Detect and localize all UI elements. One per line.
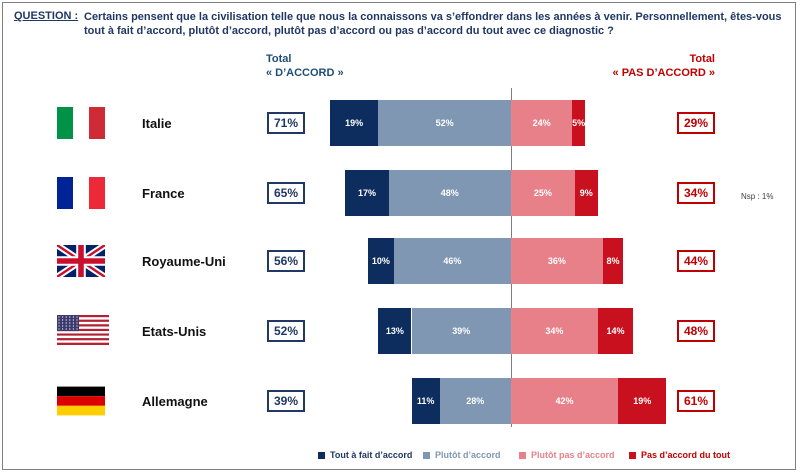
country-label: France — [142, 186, 185, 201]
bar-plutot-pas-daccord: 24% — [511, 100, 573, 146]
legend-swatch — [318, 451, 325, 459]
total-disagree-value: 29% — [677, 112, 715, 134]
italy-flag-icon — [57, 107, 105, 139]
total-agree-value: 39% — [267, 390, 305, 412]
bar-plutot-daccord: 52% — [378, 100, 511, 146]
bar-tout-a-fait-daccord: 11% — [411, 378, 440, 424]
header-disagree-line2: « PAS D’ACCORD » — [612, 67, 715, 79]
bar-value-label: 24% — [532, 118, 551, 128]
france-flag-icon — [57, 177, 105, 209]
total-agree-value: 52% — [267, 320, 305, 342]
bar-row: 17% 48% 25% 9% — [0, 170, 800, 216]
legend-item: Plutôt pas d’accord — [519, 450, 615, 460]
bar-tout-a-fait-daccord: 19% — [329, 100, 379, 146]
legend-swatch — [629, 451, 636, 459]
bar-tout-a-fait-daccord: 17% — [345, 170, 389, 216]
bar-plutot-pas-daccord: 25% — [511, 170, 575, 216]
legend-label: Plutôt d’accord — [435, 450, 501, 460]
legend-label: Tout à fait d’accord — [330, 450, 413, 460]
bar-plutot-daccord: 48% — [388, 170, 511, 216]
usa-flag-icon — [57, 315, 109, 347]
bar-value-label: 36% — [547, 256, 566, 266]
bar-pas-daccord-du-tout: 8% — [602, 238, 624, 284]
total-disagree-value: 48% — [677, 320, 715, 342]
header-agree-line1: Total — [266, 53, 292, 65]
dont-know-note: Nsp : 1% — [741, 192, 774, 201]
legend-item: Pas d’accord du tout — [629, 450, 730, 460]
header-agree-line2: « D’ACCORD » — [266, 67, 344, 79]
legend-swatch — [519, 451, 526, 459]
bar-value-label: 11% — [416, 396, 435, 406]
bar-plutot-daccord: 28% — [439, 378, 511, 424]
country-label: Allemagne — [142, 394, 208, 409]
bar-row: 19% 52% 24% 5% — [0, 100, 800, 146]
bar-value-label: 8% — [606, 256, 620, 266]
country-label: Royaume-Uni — [142, 254, 226, 269]
total-disagree-value: 61% — [677, 390, 715, 412]
bar-value-label: 17% — [357, 188, 376, 198]
bar-pas-daccord-du-tout: 9% — [574, 170, 598, 216]
total-agree-value: 71% — [267, 112, 305, 134]
legend-item: Plutôt d’accord — [423, 450, 501, 460]
country-label: Etats-Unis — [142, 324, 207, 339]
bar-value-label: 5% — [572, 118, 585, 128]
legend-label: Pas d’accord du tout — [641, 450, 731, 460]
bar-value-label: 9% — [579, 188, 593, 198]
bar-plutot-pas-daccord: 36% — [511, 238, 603, 284]
bar-pas-daccord-du-tout: 5% — [572, 100, 585, 146]
uk-flag-icon — [55, 242, 107, 280]
legend-label: Plutôt pas d’accord — [531, 450, 615, 460]
bar-plutot-pas-daccord: 42% — [511, 378, 619, 424]
bar-tout-a-fait-daccord: 13% — [378, 308, 412, 354]
bar-value-label: 52% — [435, 118, 454, 128]
bar-value-label: 34% — [545, 326, 564, 336]
bar-value-label: 13% — [385, 326, 404, 336]
header-total-agree: Total « D’ACCORD » — [266, 52, 344, 80]
legend-swatch — [423, 451, 430, 459]
bar-value-label: 28% — [466, 396, 485, 406]
bar-pas-daccord-du-tout: 19% — [618, 378, 667, 424]
bar-plutot-daccord: 39% — [411, 308, 511, 354]
bar-value-label: 46% — [443, 256, 462, 266]
bar-row: 13% 39% 34% 14% — [0, 308, 800, 354]
country-label: Italie — [142, 116, 172, 131]
header-disagree-line1: Total — [689, 53, 715, 65]
bar-value-label: 42% — [555, 396, 574, 406]
bar-plutot-daccord: 46% — [393, 238, 511, 284]
bar-value-label: 39% — [452, 326, 471, 336]
question-text: Certains pensent que la civilisation tel… — [84, 11, 782, 37]
total-disagree-value: 44% — [677, 250, 715, 272]
bar-value-label: 19% — [633, 396, 652, 406]
germany-flag-icon — [57, 385, 105, 417]
bar-plutot-pas-daccord: 34% — [511, 308, 598, 354]
bar-value-label: 48% — [440, 188, 459, 198]
bar-value-label: 19% — [345, 118, 364, 128]
bar-tout-a-fait-daccord: 10% — [368, 238, 394, 284]
bar-value-label: 14% — [606, 326, 625, 336]
header-total-disagree: Total « PAS D’ACCORD » — [613, 52, 715, 80]
bar-value-label: 25% — [533, 188, 552, 198]
question-label: QUESTION : — [14, 10, 79, 22]
bar-pas-daccord-du-tout: 14% — [597, 308, 634, 354]
total-agree-value: 65% — [267, 182, 305, 204]
bar-row: 11% 28% 42% 19% — [0, 378, 800, 424]
bar-value-label: 10% — [371, 256, 390, 266]
legend-item: Tout à fait d’accord — [318, 450, 412, 460]
total-disagree-value: 34% — [677, 182, 715, 204]
total-agree-value: 56% — [267, 250, 305, 272]
chart-frame — [2, 2, 796, 470]
bar-row: 10% 46% 36% 8% — [0, 238, 800, 284]
